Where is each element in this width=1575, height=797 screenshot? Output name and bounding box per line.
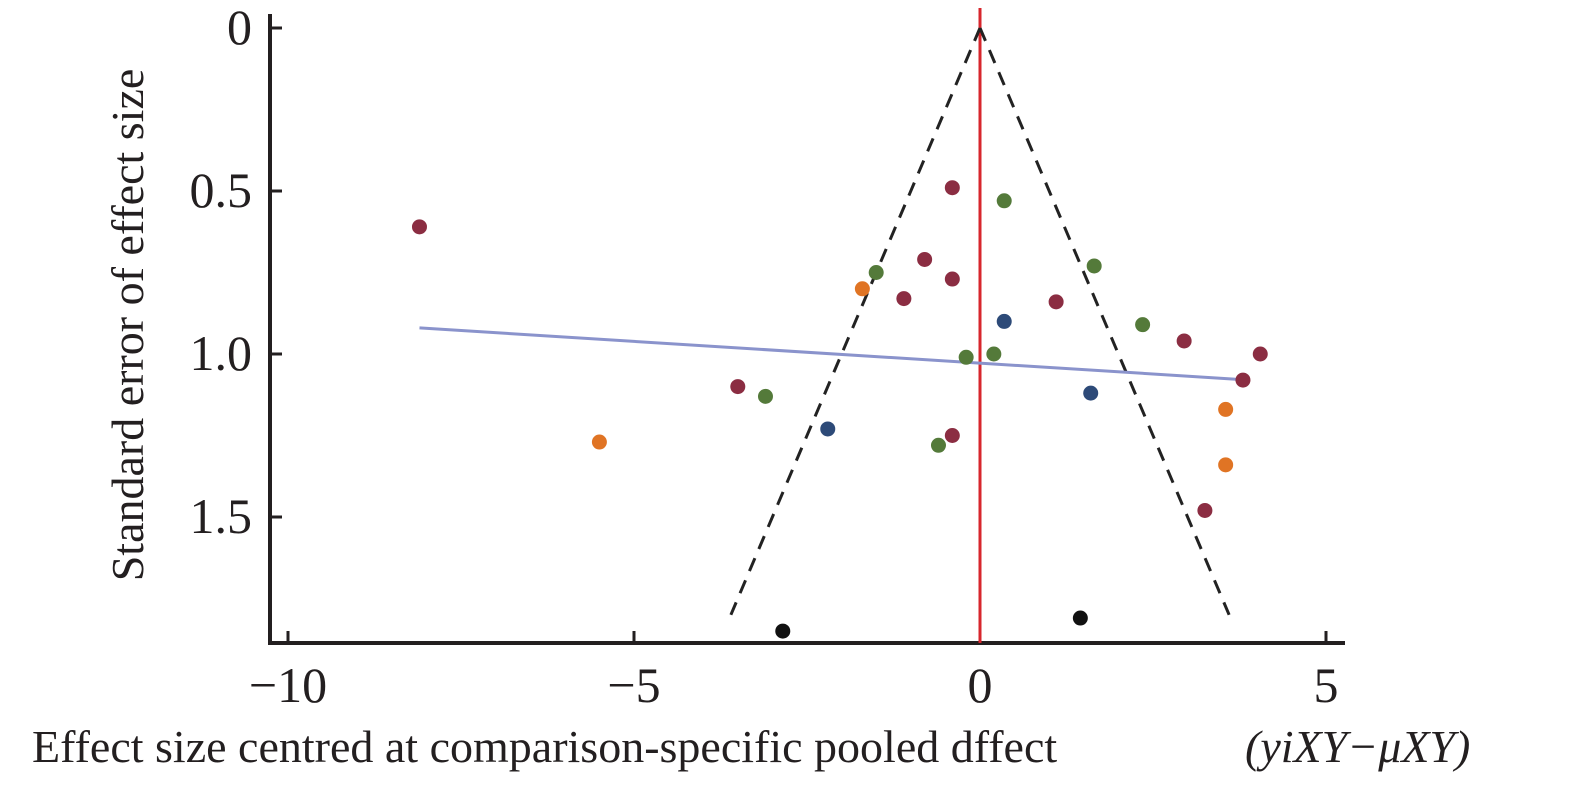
x-axis-formula: (yiXY−μXY) (1245, 721, 1470, 772)
x-axis-title: Effect size centred at comparison-specif… (32, 721, 1057, 772)
data-point (757, 388, 773, 404)
y-tick-label: 0 (227, 0, 252, 55)
y-ticks: 0 0.5 1.0 1.5 (190, 0, 282, 544)
data-point (896, 291, 912, 307)
data-point (1072, 610, 1088, 626)
data-point (944, 180, 960, 196)
data-point (986, 346, 1002, 362)
data-point (1218, 457, 1234, 473)
data-point (944, 428, 960, 443)
data-point (1218, 401, 1234, 417)
data-point (1176, 333, 1192, 349)
data-point (944, 271, 960, 287)
data-point (996, 313, 1012, 329)
data-point (411, 219, 427, 235)
funnel-right-boundary (978, 27, 1231, 616)
data-point (996, 193, 1012, 209)
x-tick-label: −5 (607, 657, 660, 713)
data-points (411, 180, 1268, 639)
y-tick-label: 1.0 (190, 325, 253, 381)
x-tick-label: −10 (249, 657, 327, 713)
x-tick-label: 0 (968, 657, 993, 713)
y-tick-label: 0.5 (190, 162, 253, 218)
data-point (917, 251, 933, 267)
data-point (1197, 502, 1213, 518)
data-point (854, 281, 870, 297)
x-ticks: −10 −5 0 5 (249, 631, 1339, 713)
data-point (775, 623, 791, 639)
y-tick-label: 1.5 (190, 488, 253, 544)
data-point (591, 434, 607, 450)
data-point (1048, 294, 1064, 310)
x-tick-label: 5 (1314, 657, 1339, 713)
data-point (930, 437, 946, 453)
data-point (1235, 372, 1251, 388)
funnel-left-boundary (729, 27, 982, 616)
data-point (868, 265, 884, 280)
y-axis-title: Standard error of effect size (102, 69, 153, 582)
data-point (1086, 258, 1102, 274)
data-point (820, 421, 836, 437)
data-point (1135, 317, 1151, 333)
data-point (1252, 346, 1268, 362)
data-point (1083, 385, 1099, 401)
regression-line (419, 326, 1250, 382)
data-point (958, 349, 974, 365)
data-point (730, 379, 746, 395)
